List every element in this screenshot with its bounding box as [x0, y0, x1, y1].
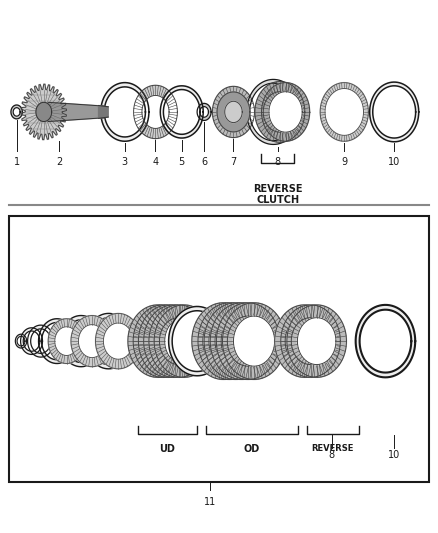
- Polygon shape: [210, 303, 273, 379]
- Polygon shape: [134, 85, 177, 139]
- Polygon shape: [320, 83, 368, 141]
- Polygon shape: [71, 316, 113, 367]
- Polygon shape: [78, 325, 106, 358]
- Polygon shape: [11, 105, 22, 119]
- Text: 7: 7: [230, 157, 237, 167]
- Polygon shape: [86, 313, 131, 369]
- Polygon shape: [149, 318, 187, 365]
- Text: 10: 10: [388, 157, 400, 167]
- Text: OD: OD: [244, 444, 260, 454]
- Polygon shape: [255, 82, 305, 142]
- Polygon shape: [360, 310, 411, 373]
- Polygon shape: [163, 90, 200, 134]
- Text: UD: UD: [159, 444, 176, 454]
- Polygon shape: [21, 328, 42, 354]
- Polygon shape: [31, 329, 51, 353]
- Polygon shape: [197, 103, 211, 120]
- Polygon shape: [95, 313, 141, 369]
- Polygon shape: [227, 316, 268, 366]
- Polygon shape: [285, 318, 324, 365]
- Polygon shape: [225, 101, 242, 123]
- Polygon shape: [142, 95, 169, 128]
- Polygon shape: [133, 305, 193, 377]
- Polygon shape: [99, 106, 108, 118]
- Polygon shape: [198, 303, 261, 379]
- Text: REVERSE
CLUTCH: REVERSE CLUTCH: [253, 184, 303, 206]
- Polygon shape: [247, 79, 300, 144]
- Polygon shape: [370, 82, 419, 142]
- Polygon shape: [21, 84, 67, 140]
- Polygon shape: [172, 311, 222, 372]
- Polygon shape: [154, 318, 193, 365]
- Polygon shape: [159, 318, 198, 365]
- Polygon shape: [281, 305, 340, 377]
- Polygon shape: [103, 323, 133, 359]
- Text: 8: 8: [328, 450, 335, 461]
- Polygon shape: [60, 316, 102, 367]
- Text: 10: 10: [388, 450, 400, 461]
- Polygon shape: [200, 107, 208, 117]
- Text: 3: 3: [122, 157, 128, 167]
- Polygon shape: [21, 84, 67, 140]
- Polygon shape: [48, 319, 85, 364]
- Polygon shape: [104, 87, 145, 137]
- Polygon shape: [28, 325, 54, 357]
- Polygon shape: [144, 305, 203, 377]
- Polygon shape: [297, 318, 336, 365]
- Polygon shape: [291, 318, 330, 365]
- Polygon shape: [192, 303, 255, 379]
- Polygon shape: [269, 92, 302, 132]
- Polygon shape: [64, 320, 99, 362]
- Polygon shape: [39, 319, 75, 364]
- Polygon shape: [204, 303, 267, 379]
- Polygon shape: [169, 306, 226, 376]
- Text: 6: 6: [201, 157, 207, 167]
- Polygon shape: [223, 303, 286, 379]
- Polygon shape: [42, 322, 72, 360]
- Polygon shape: [215, 316, 256, 366]
- Polygon shape: [128, 305, 187, 377]
- Polygon shape: [149, 305, 208, 377]
- Polygon shape: [263, 92, 297, 132]
- Polygon shape: [101, 83, 149, 141]
- Text: 8: 8: [275, 157, 281, 167]
- Polygon shape: [250, 83, 297, 141]
- Polygon shape: [261, 83, 310, 141]
- Polygon shape: [17, 336, 25, 346]
- Polygon shape: [221, 316, 262, 366]
- Polygon shape: [144, 318, 182, 365]
- Polygon shape: [55, 327, 78, 356]
- Polygon shape: [356, 305, 415, 377]
- Polygon shape: [287, 305, 346, 377]
- Polygon shape: [217, 92, 250, 132]
- Text: 4: 4: [152, 157, 159, 167]
- Bar: [9, 216, 429, 482]
- Polygon shape: [325, 88, 364, 135]
- Polygon shape: [36, 102, 52, 122]
- Polygon shape: [212, 86, 254, 138]
- Polygon shape: [160, 86, 203, 138]
- Polygon shape: [216, 303, 279, 379]
- Text: 11: 11: [204, 497, 216, 507]
- Polygon shape: [15, 334, 27, 348]
- Polygon shape: [13, 108, 20, 116]
- Polygon shape: [138, 305, 198, 377]
- Polygon shape: [275, 305, 334, 377]
- Text: 5: 5: [179, 157, 185, 167]
- Text: 1: 1: [14, 157, 20, 167]
- Text: 9: 9: [341, 157, 347, 167]
- Polygon shape: [154, 305, 214, 377]
- Polygon shape: [209, 316, 250, 366]
- Text: 2: 2: [56, 157, 62, 167]
- Polygon shape: [233, 316, 275, 366]
- Polygon shape: [373, 86, 416, 138]
- Polygon shape: [138, 318, 177, 365]
- Polygon shape: [48, 102, 105, 122]
- Polygon shape: [165, 318, 203, 365]
- Polygon shape: [23, 331, 40, 351]
- Text: REVERSE: REVERSE: [312, 444, 354, 453]
- Polygon shape: [203, 316, 244, 366]
- Polygon shape: [89, 318, 128, 365]
- Polygon shape: [217, 92, 250, 132]
